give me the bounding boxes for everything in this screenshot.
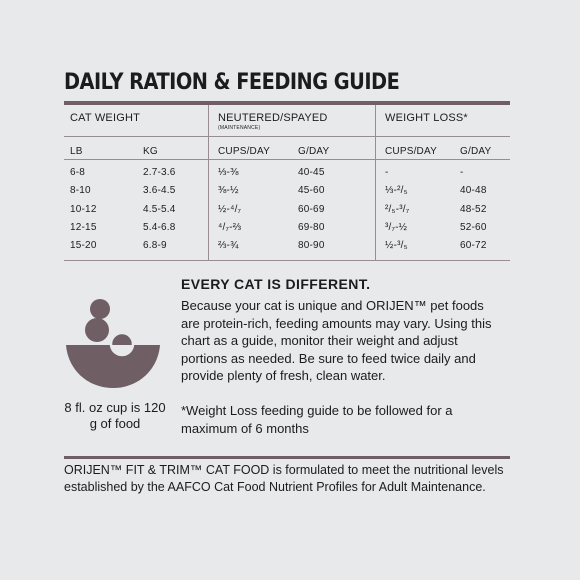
table-cell: ⁴/₇-⅔	[218, 222, 242, 233]
table-cell: 3.6-4.5	[143, 185, 176, 196]
row-divider	[64, 136, 510, 137]
row-divider	[64, 159, 510, 160]
table-cell: ⅜-½	[218, 185, 239, 196]
header-cat-weight: CAT WEIGHT	[70, 112, 141, 124]
info-heading: EVERY CAT IS DIFFERENT.	[181, 276, 371, 292]
table-cell: 10-12	[70, 204, 97, 215]
table-cell: 8-10	[70, 185, 91, 196]
table-cell: -	[460, 167, 464, 178]
column-header-loss-cups: CUPS/DAY	[385, 146, 437, 157]
table-cell: ²/₅-³/₇	[385, 204, 410, 215]
table-cell: ³/₇-½	[385, 222, 408, 233]
table-cell: 5.4-6.8	[143, 222, 176, 233]
table-cell: ⅓-⅜	[218, 167, 239, 178]
table-cell: 60-72	[460, 240, 487, 251]
header-maintenance-sub: (MAINTENANCE)	[218, 125, 261, 131]
header-neutered-spayed: NEUTERED/SPAYED	[218, 112, 328, 124]
table-cell: 6-8	[70, 167, 86, 178]
info-body: Because your cat is unique and ORIJEN™ p…	[181, 298, 492, 383]
column-header-lb: LB	[70, 146, 83, 157]
cup-caption: 8 fl. oz cup is 120 g of food	[64, 400, 166, 431]
column-divider	[208, 105, 209, 260]
food-bowl-icon	[62, 292, 166, 397]
table-cell: 4.5-5.4	[143, 204, 176, 215]
table-cell: 40-48	[460, 185, 487, 196]
table-cell: 48-52	[460, 204, 487, 215]
weight-loss-note: *Weight Loss feeding guide to be followe…	[181, 403, 453, 436]
table-cell: 6.8-9	[143, 240, 167, 251]
footer-divider	[64, 456, 510, 459]
header-weight-loss: WEIGHT LOSS*	[385, 112, 468, 124]
table-cell: ½-³/₅	[385, 240, 408, 251]
title-divider	[64, 101, 510, 105]
table-bottom-divider	[64, 260, 510, 261]
page-title: DAILY RATION & FEEDING GUIDE	[64, 70, 400, 95]
table-cell: 2.7-3.6	[143, 167, 176, 178]
table-cell: 60-69	[298, 204, 325, 215]
aafco-statement: ORIJEN™ FIT & TRIM™ CAT FOOD is formulat…	[64, 463, 504, 494]
table-cell: 45-60	[298, 185, 325, 196]
table-cell: 12-15	[70, 222, 97, 233]
table-cell: -	[385, 167, 389, 178]
table-cell: ⅓-²/₅	[385, 185, 408, 196]
table-cell: 40-45	[298, 167, 325, 178]
column-header-loss-grams: G/DAY	[460, 146, 492, 157]
column-header-cups: CUPS/DAY	[218, 146, 270, 157]
table-cell: 80-90	[298, 240, 325, 251]
table-cell: 15-20	[70, 240, 97, 251]
table-cell: 69-80	[298, 222, 325, 233]
table-cell: 52-60	[460, 222, 487, 233]
column-header-grams: G/DAY	[298, 146, 330, 157]
table-cell: ⅔-¾	[218, 240, 239, 251]
table-cell: ½-⁴/₇	[218, 204, 242, 215]
column-divider	[375, 105, 376, 260]
column-header-kg: KG	[143, 146, 158, 157]
